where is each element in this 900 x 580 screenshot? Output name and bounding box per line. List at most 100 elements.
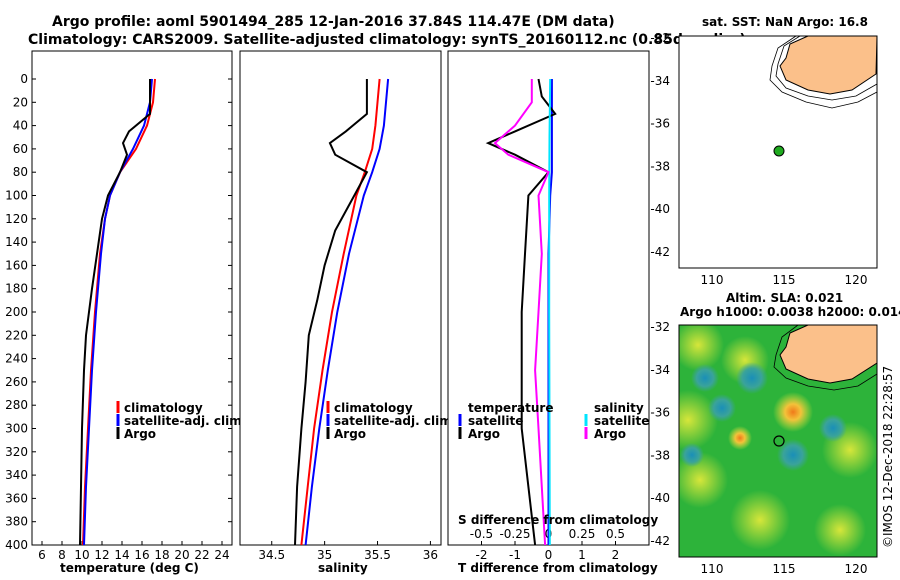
t-difference-tick-label: 0 <box>545 548 553 562</box>
s-difference-tick-label: 0.5 <box>606 527 625 541</box>
depth-tick-label: 200 <box>5 305 28 319</box>
t-difference-xlabel: T difference from climatology <box>458 561 658 575</box>
longitude-tick-label: 110 <box>701 562 724 576</box>
sla-low-anomaly <box>777 439 809 471</box>
longitude-tick-label: 120 <box>845 273 868 287</box>
depth-tick-label: 160 <box>5 258 28 272</box>
sst-map: sat. SST: NaN Argo: 16.8 -32 -34 -36 -38 -40… <box>650 15 878 287</box>
depth-tick-label: 400 <box>5 538 28 552</box>
legend-sal-satellite: satellite <box>594 414 649 428</box>
depth-tick-label: 260 <box>5 375 28 389</box>
difference-legend: temperature satellite Argo salinity sate… <box>458 401 649 441</box>
series-line-argo <box>294 79 369 546</box>
sla-high-anomaly <box>814 504 866 556</box>
latitude-tick-label: -42 <box>650 534 670 548</box>
land-mass <box>779 35 878 95</box>
depth-tick-label: 140 <box>5 235 28 249</box>
salinity-legend: climatology satellite-adj. clim. Argo <box>326 401 456 441</box>
latitude-tick-label: -40 <box>650 491 670 505</box>
temperature-tick-label: 6 <box>38 548 46 562</box>
temperature-tick-label: 16 <box>134 548 149 562</box>
longitude-tick-label: 115 <box>773 273 796 287</box>
sla-map-subtitle: Argo h1000: 0.0038 h2000: 0.014 <box>680 305 900 319</box>
sst-map-title: sat. SST: NaN Argo: 16.8 <box>702 15 868 29</box>
depth-tick-label: 360 <box>5 491 28 505</box>
sla-map: Altim. SLA: 0.021 Argo h1000: 0.0038 h20… <box>650 291 900 576</box>
depth-tick-label: 20 <box>13 95 28 109</box>
salinity-tick-label: 36 <box>423 548 438 562</box>
series-line-salinity-argo <box>493 79 550 546</box>
contour-line <box>773 325 877 391</box>
temperature-tick-label: 20 <box>174 548 189 562</box>
depth-tick-label: 60 <box>13 142 28 156</box>
temperature-tick-label: 18 <box>154 548 169 562</box>
temperature-tick-label: 24 <box>214 548 229 562</box>
imos-credit: ©IMOS 12-Dec-2018 22:28:57 <box>881 366 895 548</box>
depth-tick-label: 0 <box>20 72 28 86</box>
legend-satellite-adj: satellite-adj. clim. <box>334 414 456 428</box>
sla-heatmap <box>679 325 877 557</box>
s-difference-tick-label: -0.25 <box>499 527 530 541</box>
latitude-tick-label: -36 <box>650 406 670 420</box>
salinity-tick-label: 34.5 <box>258 548 285 562</box>
contour-line <box>775 35 878 101</box>
contour-line <box>769 35 878 109</box>
longitude-tick-label: 115 <box>773 562 796 576</box>
longitude-tick-label: 120 <box>845 562 868 576</box>
series-line-climatology <box>300 78 381 546</box>
temperature-legend: climatology satellite-adj. clim. Argo <box>116 401 246 441</box>
t-difference-tick-label: 2 <box>612 548 620 562</box>
depth-tick-label: 340 <box>5 468 28 482</box>
legend-satellite-adj: satellite-adj. clim. <box>124 414 246 428</box>
salinity-panel: 34.5 35 35.5 36 salinity climatology satell… <box>239 50 456 575</box>
s-difference-tick-label: 0.25 <box>569 527 596 541</box>
latitude-tick-label: -40 <box>650 202 670 216</box>
temperature-tick-label: 14 <box>114 548 129 562</box>
series-line-salinity-satellite <box>548 78 552 546</box>
latitude-tick-label: -36 <box>650 117 670 131</box>
temperature-panel: 0204060801001201401601802002202402602803… <box>5 50 649 575</box>
legend-temp-satellite: satellite <box>468 414 523 428</box>
t-difference-tick-label: 1 <box>578 548 586 562</box>
latitude-tick-label: -34 <box>650 74 670 88</box>
sla-high-anomaly <box>679 325 724 371</box>
depth-tick-label: 80 <box>13 165 28 179</box>
legend-argo: Argo <box>334 427 366 441</box>
salinity-tick-label: 35.5 <box>364 548 391 562</box>
depth-tick-label: 320 <box>5 445 28 459</box>
sla-low-anomaly <box>691 364 719 392</box>
sla-high-anomaly <box>679 390 718 450</box>
legend-climatology: climatology <box>124 401 203 415</box>
series-line-satellite-adj-clim- <box>83 78 153 546</box>
temperature-tick-label: 10 <box>74 548 89 562</box>
float-location-marker <box>773 435 785 447</box>
sla-high-anomaly <box>730 490 790 550</box>
salinity-xlabel: salinity <box>318 561 368 575</box>
latitude-tick-label: -32 <box>650 31 670 45</box>
legend-argo: Argo <box>124 427 156 441</box>
sla-low-anomaly <box>708 394 736 422</box>
legend-salinity-heading: salinity <box>594 401 644 415</box>
temperature-tick-label: 12 <box>94 548 109 562</box>
temperature-tick-label: 22 <box>194 548 209 562</box>
series-line-argo <box>79 79 151 546</box>
legend-sal-argo: Argo <box>594 427 626 441</box>
land-mass <box>779 325 877 384</box>
latitude-tick-label: -32 <box>650 320 670 334</box>
depth-tick-label: 180 <box>5 282 28 296</box>
t-difference-tick-label: -2 <box>476 548 488 562</box>
legend-temperature-heading: temperature <box>468 401 553 415</box>
series-line-satellite-adj-clim- <box>304 78 390 546</box>
latitude-tick-label: -42 <box>650 245 670 259</box>
sla-low-anomaly <box>680 443 704 467</box>
latitude-tick-label: -38 <box>650 448 670 462</box>
depth-tick-label: 300 <box>5 422 28 436</box>
depth-tick-label: 280 <box>5 398 28 412</box>
series-line-temperature-argo <box>485 78 557 546</box>
title-line-1: Argo profile: aoml 5901494_285 12-Jan-20… <box>52 14 615 30</box>
longitude-tick-label: 110 <box>701 273 724 287</box>
temperature-xlabel: temperature (deg C) <box>60 561 199 575</box>
latitude-tick-label: -38 <box>650 159 670 173</box>
temperature-tick-label: 8 <box>58 548 66 562</box>
